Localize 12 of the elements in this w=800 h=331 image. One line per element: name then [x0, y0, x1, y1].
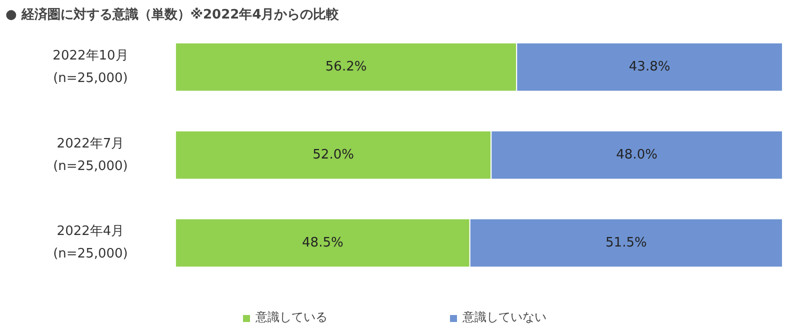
data-label: 48.0% — [616, 148, 658, 163]
data-label: 51.5% — [606, 235, 647, 250]
legend-label: 意識している — [256, 309, 328, 326]
legend-label: 意識していない — [462, 309, 546, 326]
y-tick-label: 2022年7月 (n=25,000) — [53, 136, 128, 174]
data-label: 56.2% — [325, 60, 367, 75]
data-label: 52.0% — [312, 148, 354, 163]
data-label: 48.5% — [302, 235, 344, 250]
y-tick-label: 2022年4月 (n=25,000) — [53, 224, 128, 262]
data-label: 43.8% — [628, 60, 670, 75]
chart-title: ● 経済圏に対する意識（単数）※2022年4月からの比較 — [6, 6, 340, 22]
y-tick-label: 2022年10月 (n=25,000) — [52, 48, 128, 86]
